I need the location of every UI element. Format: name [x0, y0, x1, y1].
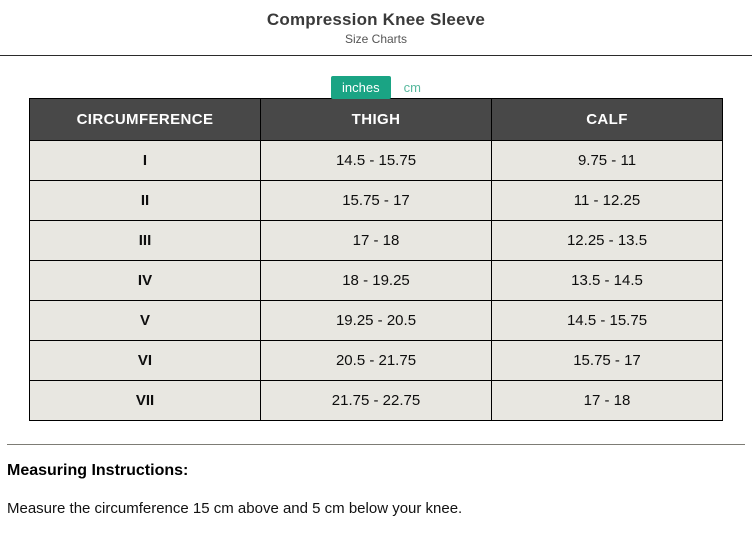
size-cell: IV — [29, 260, 261, 301]
thigh-cell: 21.75 - 22.75 — [260, 380, 492, 421]
top-divider — [0, 55, 752, 56]
size-cell: I — [29, 140, 261, 181]
page-subtitle: Size Charts — [344, 32, 408, 46]
table-row: VI 20.5 - 21.75 15.75 - 17 — [29, 340, 723, 381]
table-row: III 17 - 18 12.25 - 13.5 — [29, 220, 723, 261]
column-header: CALF — [491, 98, 723, 141]
instructions-text: Measure the circumference 15 cm above an… — [7, 500, 463, 517]
table-row: VII 21.75 - 22.75 17 - 18 — [29, 380, 723, 421]
calf-cell: 11 - 12.25 — [491, 180, 723, 221]
calf-cell: 9.75 - 11 — [491, 140, 723, 181]
unit-button-inches[interactable]: inches — [331, 75, 391, 99]
table-header-row: CIRCUMFERENCE THIGH CALF — [29, 98, 723, 141]
page-title: Compression Knee Sleeve — [266, 10, 486, 29]
size-cell: VI — [29, 340, 261, 381]
calf-cell: 14.5 - 15.75 — [491, 300, 723, 341]
unit-button-cm[interactable]: cm — [403, 79, 421, 95]
size-cell: V — [29, 300, 261, 341]
thigh-cell: 19.25 - 20.5 — [260, 300, 492, 341]
bottom-divider — [7, 444, 745, 445]
table-row: IV 18 - 19.25 13.5 - 14.5 — [29, 260, 723, 301]
unit-toggle: inches cm — [0, 75, 752, 99]
size-cell: III — [29, 220, 261, 261]
calf-cell: 15.75 - 17 — [491, 340, 723, 381]
table-body: I 14.5 - 15.75 9.75 - 11 II 15.75 - 17 11 - 1… — [29, 140, 723, 421]
instructions-heading: Measuring Instructions: — [7, 462, 189, 479]
table-row: V 19.25 - 20.5 14.5 - 15.75 — [29, 300, 723, 341]
column-header: CIRCUMFERENCE — [29, 98, 261, 141]
size-cell: VII — [29, 380, 261, 421]
calf-cell: 13.5 - 14.5 — [491, 260, 723, 301]
size-chart-table: CIRCUMFERENCE THIGH CALF I 14.5 - 15.75 9.75… — [29, 98, 723, 421]
calf-cell: 17 - 18 — [491, 380, 723, 421]
table-row: II 15.75 - 17 11 - 12.25 — [29, 180, 723, 221]
table-row: I 14.5 - 15.75 9.75 - 11 — [29, 140, 723, 181]
thigh-cell: 18 - 19.25 — [260, 260, 492, 301]
calf-cell: 12.25 - 13.5 — [491, 220, 723, 261]
thigh-cell: 14.5 - 15.75 — [260, 140, 492, 181]
size-cell: II — [29, 180, 261, 221]
column-header: THIGH — [260, 98, 492, 141]
thigh-cell: 17 - 18 — [260, 220, 492, 261]
thigh-cell: 15.75 - 17 — [260, 180, 492, 221]
thigh-cell: 20.5 - 21.75 — [260, 340, 492, 381]
